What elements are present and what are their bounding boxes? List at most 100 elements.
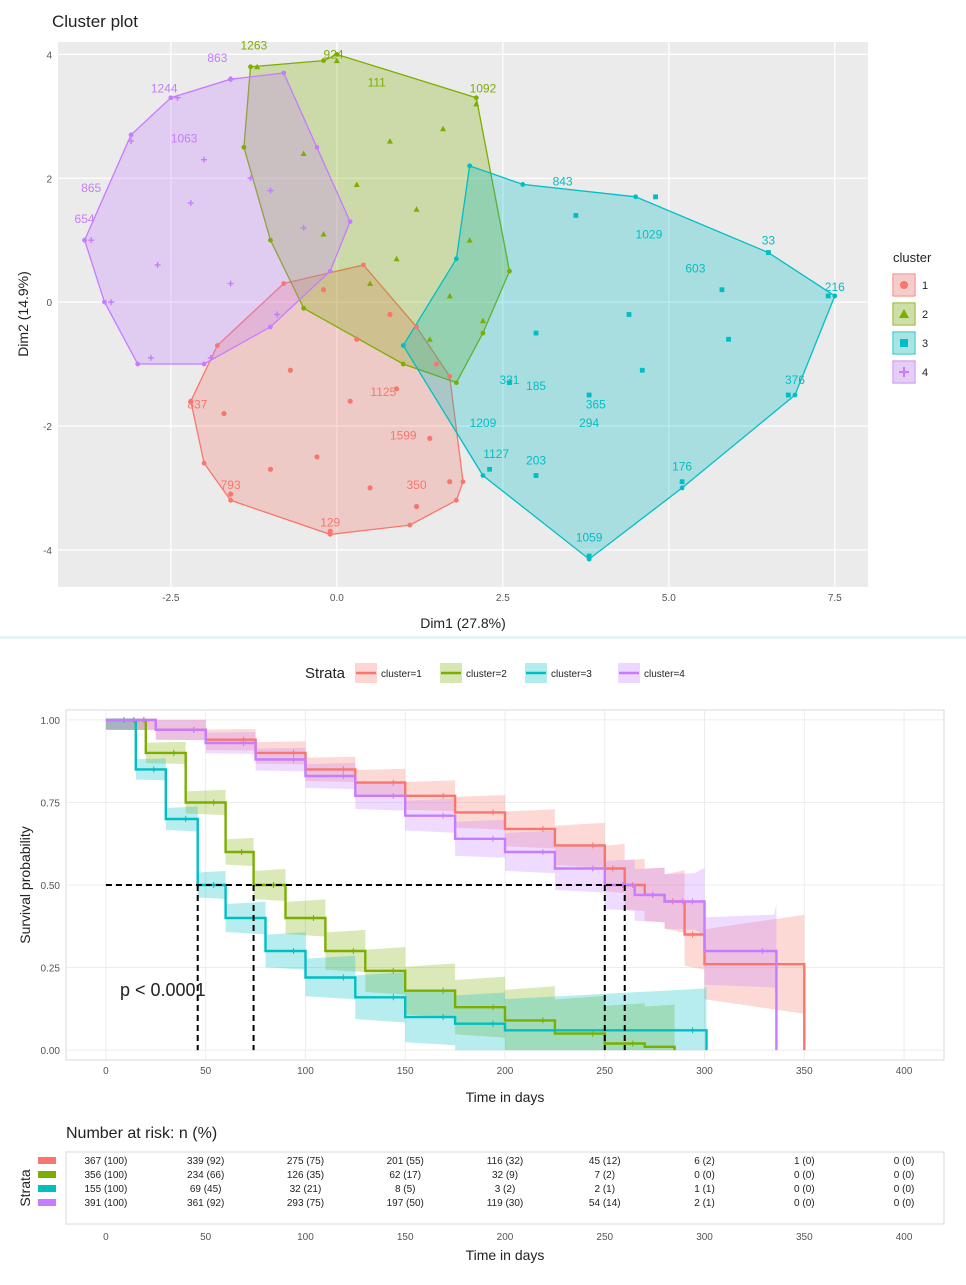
cluster-vertex [586,556,592,562]
survival-legend: cluster=1 cluster=2 cluster=3 cluster=4 [355,663,685,683]
y-tick-label: 2 [46,174,52,185]
cluster-vertex [268,324,273,330]
point-label: 1599 [390,429,417,443]
point-label: 216 [825,280,845,294]
cluster-point [287,367,293,373]
risk-cell: 1 (1) [694,1184,715,1195]
cluster-vertex [453,380,459,386]
cluster-vertex [128,132,134,138]
point-label: 350 [407,478,427,492]
x-tick-label: 150 [397,1232,414,1243]
survival-y-axis-label: Survival probability [17,826,33,944]
survival-panel: Strata cluster=1 cluster=2 cluster=3 cluste… [0,640,966,1280]
x-tick-label: 2.5 [496,593,510,604]
cluster-point [207,354,214,361]
cluster-hull-2 [243,53,511,384]
risk-cell: 0 (0) [794,1170,815,1181]
y-tick-label: 4 [46,50,52,61]
cluster-point [228,491,234,497]
cluster-hulls [83,53,836,560]
point-label: 793 [221,478,241,492]
legend-symbol [899,367,909,377]
x-tick-label: 0 [103,1066,109,1077]
cluster-vertex [214,343,220,348]
strata-swatch [38,1185,56,1192]
risk-cell: 201 (55) [387,1156,424,1167]
cluster-point [88,237,95,244]
risk-cell: 2 (1) [594,1184,615,1195]
cluster-point [626,312,632,317]
risk-cell: 6 (2) [694,1156,715,1167]
cluster-vertex [447,374,453,379]
cluster-vertex [766,250,771,255]
legend-label: 4 [922,367,928,379]
point-label: 863 [207,51,227,65]
risk-cell: 0 (0) [894,1198,915,1209]
legend-label: 3 [922,338,928,350]
cluster-vertex [347,219,353,225]
cluster-legend-title: cluster [893,250,932,265]
cluster-vertex [201,361,207,367]
cluster-point [586,392,592,398]
cluster-point [533,473,539,478]
risk-cell: 2 (1) [694,1198,715,1209]
risk-table-background [65,1151,945,1225]
cluster-vertex [792,392,798,398]
cluster-point [108,299,115,306]
cluster-vertex [228,497,234,503]
cluster-vertex [453,256,459,262]
cluster-point [653,194,658,200]
point-label: 924 [324,48,344,62]
cluster-point [726,336,731,342]
cluster-point [320,230,327,237]
risk-cell: 339 (92) [187,1156,224,1167]
risk-table-x-ticks: 0 50 100 150 200 250 300 350 400 [103,1232,913,1243]
x-tick-label: 0.0 [330,593,344,604]
cluster-point [573,213,579,218]
cluster-point [300,224,307,231]
risk-cell: 367 (100) [85,1156,128,1167]
cluster-vertex [520,182,526,187]
risk-cell: 62 (17) [389,1170,421,1181]
x-tick-label: 400 [896,1066,913,1077]
cluster-vertex [281,70,287,76]
survival-median-lines [105,884,626,1051]
point-label: 654 [75,212,95,226]
cluster-legend: 1 2 3 4 [892,273,928,384]
risk-cell: 126 (35) [287,1170,324,1181]
cluster-vertex [82,237,87,243]
cluster-point [314,454,320,460]
cluster-point [174,94,181,101]
risk-cell: 7 (2) [594,1170,615,1181]
strata-swatch [38,1171,56,1178]
risk-table-title: Number at risk: n (%) [66,1125,217,1142]
point-label: 1125 [370,385,396,399]
point-label: 843 [553,175,573,189]
cluster-point [221,410,227,417]
risk-table-strata-swatches [38,1157,56,1206]
cluster-vertex [453,497,459,503]
cluster-point [267,466,274,472]
cluster-point [128,138,135,145]
cluster-point [187,200,194,207]
risk-cell: 155 (100) [85,1184,128,1195]
cluster-vertex [679,485,685,491]
survival-x-ticks: 0 50 100 150 200 250 300 350 400 [103,1066,913,1077]
x-tick-label: 300 [696,1066,713,1077]
risk-cell: 45 (12) [589,1156,621,1167]
cluster-point [147,354,154,361]
x-tick-label: 100 [297,1232,314,1243]
cluster-plot-background [58,42,868,587]
cluster-point [274,311,281,318]
point-label: 1244 [151,82,178,96]
cluster-point [427,435,433,441]
y-tick-label: 1.00 [41,716,61,727]
cluster-vertex [832,293,838,299]
cluster-vertex [135,361,141,367]
legend-symbol [900,339,908,347]
risk-cell: 0 (0) [794,1198,815,1209]
x-tick-label: 5.0 [662,593,676,604]
cluster-vertex [473,95,479,101]
point-label: 603 [685,261,705,275]
cluster-point [533,330,539,336]
